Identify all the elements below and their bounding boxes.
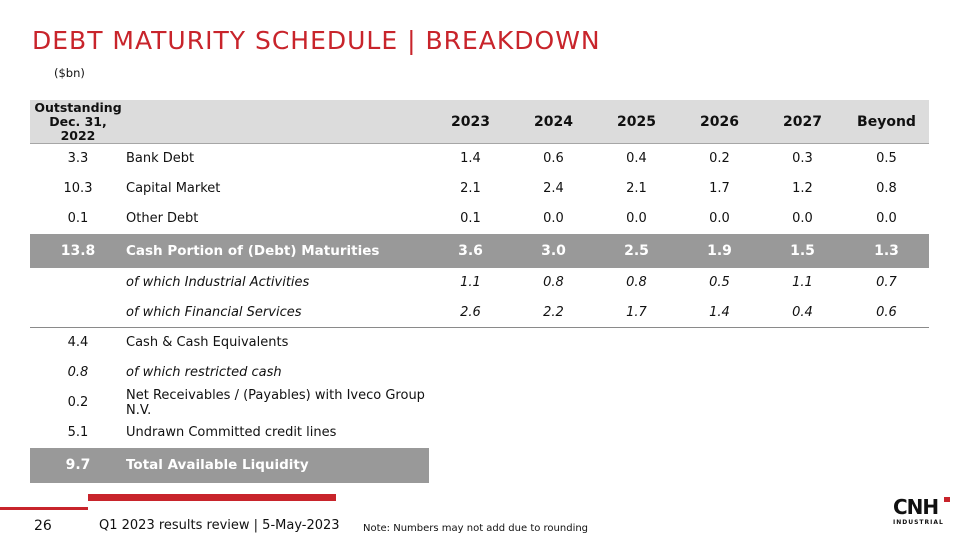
cell-label: Cash & Cash Equivalents [126,327,429,358]
cell-outstanding: 5.1 [67,425,89,440]
cell-outstanding: 0.8 [67,365,89,380]
cell-outstanding: 13.8 [60,242,96,259]
logo-accent-icon [944,497,950,502]
cell-value: 0.8 [543,275,564,290]
header-year: 2024 [534,113,573,130]
cell-label: of which Financial Services [126,304,302,320]
page-number: 26 [34,518,52,534]
header-outstanding: Outstanding Dec. 31, 2022 [34,100,122,143]
cell-outstanding: 4.4 [30,327,126,358]
cell-label: Net Receivables / (Payables) with Iveco … [126,387,425,418]
cell-value: 0.2 [709,151,730,167]
cell-value: 0.8 [626,275,647,290]
cell-label: of which restricted cash [126,365,282,380]
logo-subtext: INDUSTRIAL [893,519,944,526]
cell-outstanding: 10.3 [63,181,93,196]
table-row: 0.1 Other Debt 0.1 0.0 0.0 0.0 0.0 0.0 [30,204,929,234]
footer-text: Q1 2023 results review | 5-May-2023 [99,518,340,533]
cell-value: 0.1 [460,211,481,226]
accent-bar [88,494,336,501]
logo-mark: CNH [893,495,939,519]
liquidity-total-row: 9.7 Total Available Liquidity [30,447,929,483]
table-header: Outstanding Dec. 31, 2022 2023 2024 2025… [30,100,929,144]
cell-outstanding: 0.1 [67,211,89,226]
cell-value: 3.0 [541,242,566,259]
header-year: 2026 [700,113,739,130]
unit-label: ($bn) [54,66,85,80]
footer-accent-line [0,507,88,510]
cell-value: 1.9 [707,242,732,259]
cell-value: 0.0 [792,211,813,226]
cell-value: 1.5 [790,242,815,259]
cell-value: 1.1 [460,275,481,290]
cell-value: 2.6 [460,304,481,320]
liquidity-row: 5.1 Undrawn Committed credit lines [30,418,929,448]
cell-value: 1.7 [709,181,730,196]
page-title: DEBT MATURITY SCHEDULE | BREAKDOWN [32,26,601,55]
liquidity-row: 0.2 Net Receivables / (Payables) with Iv… [30,388,929,418]
cell-value: 2.1 [626,181,647,196]
table-row: of which Industrial Activities 1.1 0.8 0… [30,268,929,298]
debt-maturity-table: Outstanding Dec. 31, 2022 2023 2024 2025… [30,100,929,483]
header-year: 2027 [783,113,822,130]
cell-value: 0.6 [876,304,897,320]
cell-outstanding [30,298,126,328]
cell-value: 0.4 [792,304,813,320]
cell-value: 0.0 [876,211,897,226]
cell-value: 0.8 [876,181,897,196]
cell-value: 0.6 [543,151,564,167]
cell-value: 0.5 [876,151,897,167]
liquidity-row: 0.8 of which restricted cash [30,358,929,388]
cell-label: Cash Portion of (Debt) Maturities [126,242,380,259]
cell-value: 2.2 [543,304,564,320]
cell-value: 0.7 [876,275,897,290]
table-row: 10.3 Capital Market 2.1 2.4 2.1 1.7 1.2 … [30,174,929,204]
cell-value: 1.4 [460,151,481,167]
cell-value: 2.5 [624,242,649,259]
cell-outstanding: 9.7 [65,457,91,473]
cell-value: 0.3 [792,151,813,167]
cell-value: 0.0 [626,211,647,226]
cell-label: Other Debt [126,211,199,226]
cell-label: Bank Debt [126,151,195,167]
cell-value: 3.6 [458,242,483,259]
cell-label: Undrawn Committed credit lines [126,425,337,440]
cell-value: 1.3 [874,242,899,259]
liquidity-row: 4.4 Cash & Cash Equivalents [30,327,929,358]
cell-value: 0.5 [709,275,730,290]
cell-value: 0.0 [709,211,730,226]
header-year: 2025 [617,113,656,130]
total-row: 13.8 Cash Portion of (Debt) Maturities 3… [30,233,929,268]
cell-label: Total Available Liquidity [126,457,309,473]
header-year: Beyond [857,113,916,130]
header-year: 2023 [451,113,490,130]
cell-value: 1.7 [626,304,647,320]
cell-value: 2.1 [460,181,481,196]
header-label [126,100,429,144]
cell-value: 0.0 [543,211,564,226]
cell-label: of which Industrial Activities [126,275,310,290]
cell-outstanding: 3.3 [67,151,89,167]
footnote: Note: Numbers may not add due to roundin… [363,523,589,534]
cell-value: 1.1 [792,275,813,290]
cell-value: 1.4 [709,304,730,320]
cell-value: 2.4 [543,181,564,196]
cell-label: Capital Market [126,181,221,196]
cnh-logo: CNH INDUSTRIAL [893,497,951,531]
cell-outstanding [30,268,126,298]
cell-outstanding: 0.2 [67,395,89,410]
cell-value: 0.4 [626,151,647,167]
table-row: of which Financial Services 2.6 2.2 1.7 … [30,298,929,328]
table-row: 3.3 Bank Debt 1.4 0.6 0.4 0.2 0.3 0.5 [30,144,929,174]
cell-value: 1.2 [792,181,813,196]
